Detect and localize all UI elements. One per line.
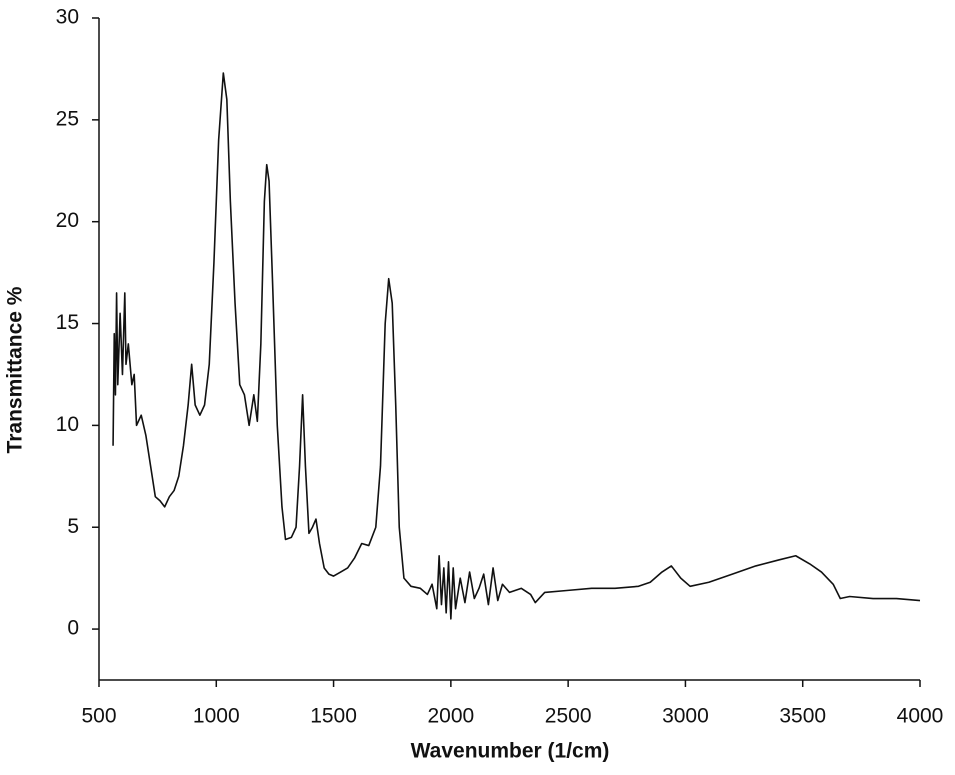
y-tick-label: 20 bbox=[56, 209, 79, 232]
y-axis-title: Transmittance % bbox=[4, 286, 27, 453]
y-tick-label: 25 bbox=[56, 107, 79, 130]
x-tick-label: 4000 bbox=[897, 705, 944, 728]
x-tick-label: 2000 bbox=[427, 705, 474, 728]
spectrum-line bbox=[112, 72, 921, 620]
x-tick-label: 3000 bbox=[662, 705, 709, 728]
y-tick-label: 0 bbox=[67, 617, 79, 640]
y-tick-label: 5 bbox=[67, 515, 79, 538]
x-tick-label: 1500 bbox=[310, 705, 357, 728]
x-tick-label: 2500 bbox=[545, 705, 592, 728]
y-tick-label: 10 bbox=[56, 413, 79, 436]
y-tick-label: 30 bbox=[56, 6, 79, 29]
x-tick-label: 500 bbox=[81, 705, 116, 728]
y-tick-label: 15 bbox=[56, 311, 79, 334]
x-tick-label: 3500 bbox=[779, 705, 826, 728]
x-tick-label: 1000 bbox=[193, 705, 240, 728]
x-axis-title: Wavenumber (1/cm) bbox=[411, 740, 610, 763]
